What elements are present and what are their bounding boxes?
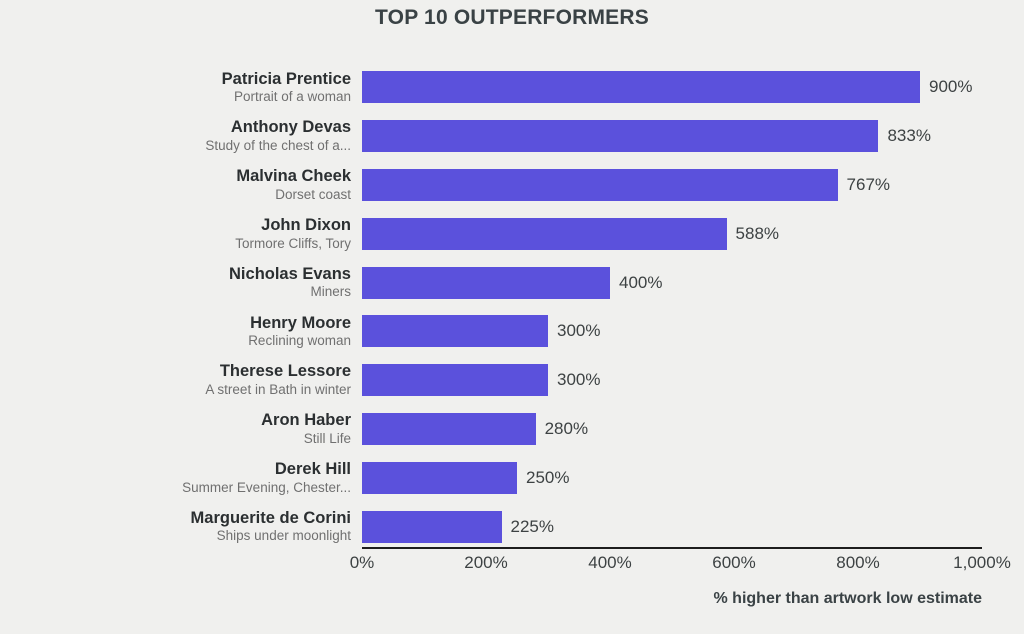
artist-name: John Dixon (261, 216, 351, 235)
value-label: 250% (526, 467, 570, 487)
artwork-title: Miners (310, 284, 351, 300)
bar-row: Henry Moore Reclining woman 300% (0, 307, 1024, 356)
bar-row: Marguerite de Corini Ships under moonlig… (0, 502, 1024, 551)
value-label: 280% (544, 418, 589, 438)
bar (362, 120, 879, 153)
x-axis-ticks: 0% 200% 400% 600% 800% 1,000% (350, 553, 1011, 575)
x-tick-label: 200% (464, 553, 508, 572)
bar-row: Malvina Cheek Dorset coast 767% (0, 161, 1024, 210)
artwork-title: Tormore Cliffs, Tory (235, 235, 351, 251)
row-label: Henry Moore Reclining woman (0, 313, 362, 351)
bar (362, 364, 548, 397)
artwork-title: Dorset coast (275, 186, 351, 202)
bar (362, 266, 610, 299)
bar (362, 71, 920, 104)
row-label: Marguerite de Corini Ships under moonlig… (0, 508, 362, 546)
row-label: Patricia Prentice Portrait of a woman (0, 69, 362, 107)
artwork-title: Portrait of a woman (233, 89, 351, 105)
row-label: John Dixon Tormore Cliffs, Tory (0, 215, 362, 253)
bar-row: Anthony Devas Study of the chest of a...… (0, 112, 1024, 161)
value-label: 767% (846, 174, 891, 194)
artist-name: Malvina Cheek (236, 167, 351, 186)
row-label: Aron Haber Still Life (0, 410, 362, 448)
bar-rows: Patricia Prentice Portrait of a woman 90… (0, 63, 1024, 551)
value-label: 833% (887, 126, 931, 146)
artist-name: Derek Hill (274, 460, 351, 479)
bar-row: Aron Haber Still Life 280% (0, 405, 1024, 454)
x-tick-label: 800% (836, 553, 880, 572)
x-tick-label: 600% (712, 553, 756, 572)
row-label: Therese Lessore A street in Bath in wint… (0, 361, 362, 399)
value-label: 300% (557, 370, 601, 390)
bar (362, 315, 548, 348)
row-label: Derek Hill Summer Evening, Chester... (0, 459, 362, 497)
x-axis-line (362, 547, 982, 549)
x-axis-title: % higher than artwork low estimate (713, 590, 983, 607)
value-label: 900% (929, 77, 973, 97)
artwork-title: Summer Evening, Chester... (182, 479, 351, 495)
artwork-title: Ships under moonlight (216, 528, 351, 544)
artist-name: Patricia Prentice (221, 69, 351, 88)
row-label: Anthony Devas Study of the chest of a... (0, 117, 362, 155)
value-label: 400% (619, 272, 663, 292)
artwork-title: Reclining woman (248, 333, 351, 349)
bar-row: Nicholas Evans Miners 400% (0, 258, 1024, 307)
row-label: Malvina Cheek Dorset coast (0, 166, 362, 204)
chart-title: TOP 10 OUTPERFORMERS (375, 6, 649, 29)
artist-name: Aron Haber (261, 411, 351, 430)
value-label: 225% (510, 516, 554, 536)
x-tick-label: 0% (349, 553, 375, 572)
x-tick-label: 400% (588, 553, 632, 572)
bar-row: John Dixon Tormore Cliffs, Tory 588% (0, 209, 1024, 258)
artist-name: Anthony Devas (230, 118, 351, 137)
value-label: 300% (557, 321, 601, 341)
artwork-title: Still Life (303, 430, 351, 446)
artist-name: Henry Moore (250, 313, 351, 332)
bar (362, 412, 536, 445)
bar (362, 461, 517, 494)
bar (362, 510, 502, 543)
artist-name: Nicholas Evans (229, 264, 351, 283)
artist-name: Marguerite de Corini (190, 508, 351, 527)
bar-row: Patricia Prentice Portrait of a woman 90… (0, 63, 1024, 112)
x-tick-label: 1,000% (953, 553, 1011, 572)
row-label: Nicholas Evans Miners (0, 264, 362, 302)
artwork-title: A street in Bath in winter (205, 382, 351, 398)
bar (362, 168, 838, 201)
value-label: 588% (735, 223, 780, 243)
artwork-title: Study of the chest of a... (205, 138, 351, 154)
bar-row: Derek Hill Summer Evening, Chester... 25… (0, 453, 1024, 502)
bar (362, 217, 727, 250)
artist-name: Therese Lessore (219, 362, 351, 381)
bar-row: Therese Lessore A street in Bath in wint… (0, 356, 1024, 405)
